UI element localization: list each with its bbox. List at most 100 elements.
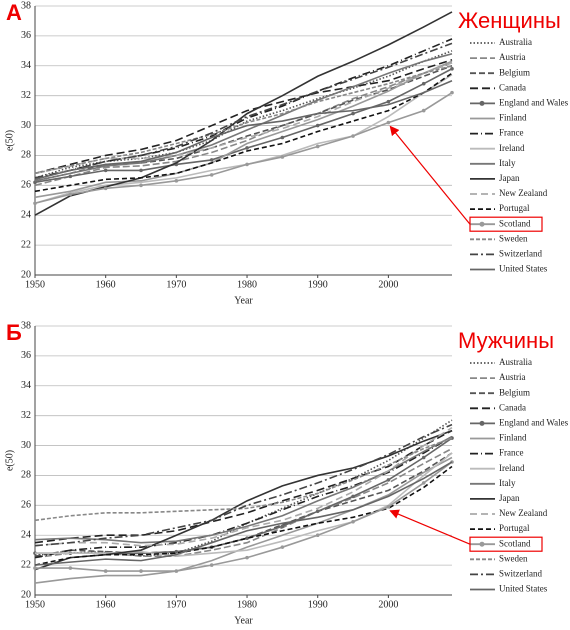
legend-label: Portugal	[499, 203, 530, 213]
x-tick-label: 1990	[308, 279, 328, 290]
series-marker	[315, 509, 320, 514]
series-marker	[139, 569, 143, 573]
legend-marker	[479, 541, 485, 547]
series-line	[34, 50, 453, 179]
series-line	[34, 426, 453, 547]
y-tick-label: 38	[21, 320, 31, 331]
series-marker	[280, 155, 285, 159]
legend-label: Canada	[499, 82, 526, 92]
legend-label: France	[499, 128, 524, 138]
y-tick-label: 24	[21, 210, 31, 221]
series-marker	[103, 186, 108, 191]
series-marker	[245, 555, 249, 560]
y-tick-label: 32	[21, 410, 31, 421]
legend-label: Ireland	[499, 143, 525, 153]
series-marker	[386, 478, 391, 482]
series-line	[34, 429, 453, 544]
legend-label: Sweden	[499, 553, 528, 563]
legend-label: Austria	[499, 372, 526, 382]
series-line	[34, 60, 453, 199]
series-marker	[174, 179, 179, 183]
series-line	[34, 423, 453, 547]
y-tick-label: 38	[21, 0, 31, 11]
series-marker	[351, 519, 355, 524]
y-tick-label: 30	[21, 440, 31, 451]
y-tick-label: 36	[21, 30, 31, 41]
series-marker	[209, 173, 214, 177]
series-marker	[209, 158, 214, 162]
series-marker	[421, 455, 426, 460]
y-tick-label: 20	[21, 269, 31, 280]
x-tick-label: 1950	[25, 279, 45, 290]
legend-label: Scotland	[499, 218, 531, 228]
series-line	[34, 59, 453, 175]
x-axis-label: Year	[234, 295, 253, 306]
series-marker	[351, 134, 355, 138]
panel-title: Женщины	[458, 8, 561, 33]
series-marker	[421, 81, 426, 86]
y-axis-label: e(50)	[4, 130, 15, 151]
legend-label: Sweden	[499, 233, 528, 243]
y-tick-label: 20	[21, 589, 31, 600]
series-marker	[351, 494, 355, 499]
series-marker	[103, 168, 108, 173]
series-line	[34, 456, 453, 584]
series-marker	[386, 505, 391, 509]
y-tick-label: 26	[21, 180, 31, 191]
y-tick-label: 28	[21, 150, 31, 161]
series-line	[34, 53, 453, 182]
legend-label: Austria	[499, 52, 526, 62]
panel-label: Б	[6, 320, 22, 345]
series-marker	[421, 108, 426, 113]
panel-title: Мужчины	[458, 328, 554, 353]
panel-label: А	[6, 0, 22, 25]
series-marker	[174, 569, 179, 573]
highlight-arrow	[389, 125, 471, 225]
series-marker	[33, 201, 37, 206]
y-tick-label: 22	[21, 559, 31, 570]
series-line	[34, 72, 453, 193]
y-tick-label: 26	[21, 500, 31, 511]
series-line	[34, 62, 453, 187]
legend-label: England and Wales	[499, 417, 569, 427]
series-marker	[245, 146, 249, 150]
legend-label: Finland	[499, 113, 527, 123]
series-line	[34, 461, 453, 566]
x-tick-label: 1950	[25, 599, 45, 610]
legend-marker	[479, 100, 485, 106]
legend-label: Australia	[499, 37, 532, 47]
series-marker	[351, 111, 355, 116]
legend-label: Finland	[499, 433, 527, 443]
series-marker	[280, 545, 285, 549]
x-axis-label: Year	[234, 615, 253, 626]
series-marker	[280, 135, 285, 140]
legend-marker	[479, 221, 485, 227]
x-tick-label: 2000	[378, 279, 398, 290]
series-marker	[174, 549, 179, 554]
legend-label: Portugal	[499, 523, 530, 533]
highlight-arrow	[389, 509, 471, 545]
series-marker	[139, 168, 143, 173]
series-line	[34, 452, 453, 557]
series-line	[34, 435, 453, 559]
legend-label: Scotland	[499, 538, 531, 548]
legend-label: Switzerland	[499, 248, 542, 258]
series-marker	[209, 563, 214, 567]
x-tick-label: 1990	[308, 599, 328, 610]
series-marker	[421, 481, 426, 485]
x-tick-label: 2000	[378, 599, 398, 610]
x-tick-label: 1960	[96, 279, 116, 290]
legend-label: Australia	[499, 357, 532, 367]
series-marker	[245, 162, 249, 167]
series-marker	[280, 524, 285, 529]
series-marker	[68, 566, 73, 570]
y-tick-label: 32	[21, 90, 31, 101]
x-tick-label: 1980	[237, 599, 257, 610]
series-line	[34, 65, 453, 175]
series-line	[34, 429, 453, 571]
x-tick-label: 1980	[237, 279, 257, 290]
legend-label: Italy	[499, 158, 516, 168]
legend-label: Canada	[499, 402, 526, 412]
series-line	[34, 38, 453, 179]
